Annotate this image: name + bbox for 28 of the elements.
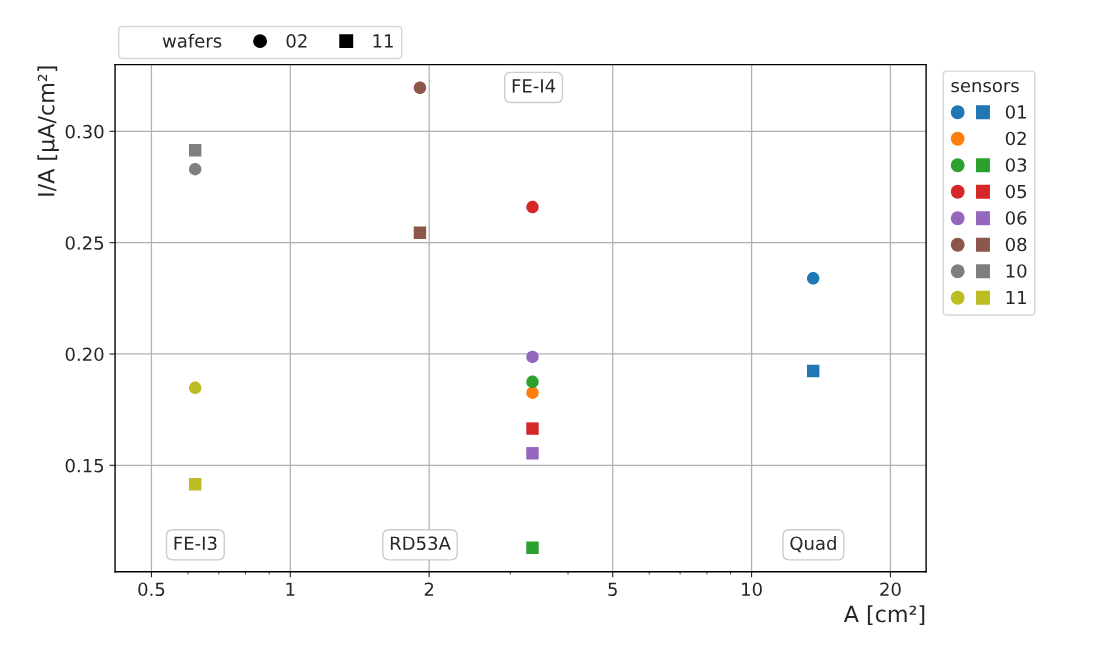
text: 02	[286, 34, 307, 48]
y-tick-label: 0.20	[65, 347, 104, 362]
x-tick-label: 20	[880, 582, 901, 597]
x-tick-label: 1	[286, 582, 295, 596]
x-tick-label: 2	[424, 582, 434, 596]
annotation: FE-I4	[512, 79, 556, 93]
text: wafers	[162, 33, 222, 48]
y-tick-label: 0.25	[65, 236, 104, 250]
x-tick-label: 0.5	[138, 582, 165, 597]
legend-label: 03	[1005, 158, 1027, 172]
y-tick-label: 0.30	[65, 124, 104, 139]
annotation: Quad	[790, 536, 836, 553]
annotation: FE-I3	[174, 536, 217, 551]
annotation: RD53A	[390, 536, 451, 551]
legend-label: 02	[1005, 131, 1026, 146]
legend-label: 11	[1006, 290, 1026, 305]
legend-label: 01	[1005, 105, 1026, 119]
legend-label: 05	[1005, 184, 1027, 199]
legend-label: 06	[1005, 211, 1027, 225]
legend-label: 08	[1005, 237, 1027, 252]
x-axis-title: A [cm²]	[843, 605, 925, 625]
legend-title: sensors	[951, 81, 1019, 93]
x-tick-label: 10	[742, 582, 762, 597]
x-tick-label: 5	[608, 582, 617, 597]
y-tick-label: 0.15	[65, 458, 104, 473]
legend-label: 10	[1006, 264, 1027, 278]
y-axis-title: I/A [µA/cm²]	[37, 66, 59, 196]
text: 11	[373, 34, 393, 48]
